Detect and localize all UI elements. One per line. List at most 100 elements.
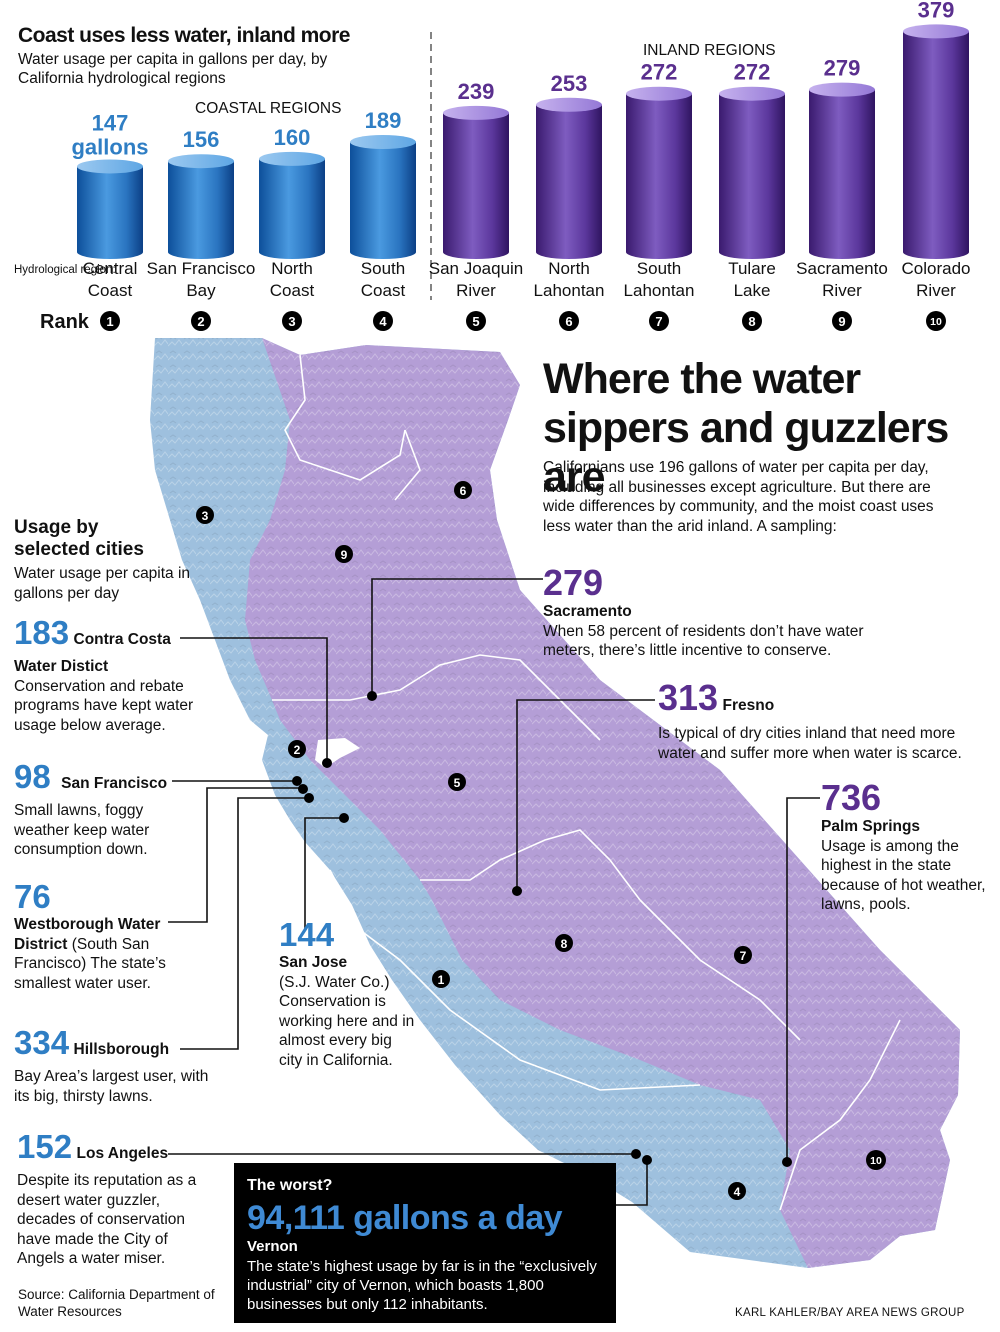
note-los-angeles: Despite its reputation as a desert water… [17,1172,197,1267]
note-contra-costa: Conservation and rebate programs have ke… [14,677,194,734]
category-label: River [456,281,496,300]
svg-text:2: 2 [294,743,301,757]
callout-los-angeles: 152 Los Angeles Despite its reputation a… [17,1130,207,1269]
category-label: San Francisco [147,259,256,278]
bar-value-label: 239 [458,79,495,104]
category-label: South [361,259,405,278]
value-sacramento: 279 [543,562,604,603]
bar-colorado-river [903,24,969,260]
region-marker-10: 10 [866,1150,886,1170]
bar-value-label: 379 [918,0,955,22]
region-marker-8: 8 [555,934,573,952]
value-fresno: 313 [658,677,719,718]
rank-label: Rank [40,311,89,333]
rank-marker [466,311,486,331]
rank-label: 10 [930,316,942,328]
worst-city: Vernon [247,1238,298,1255]
category-label: Sacramento [796,259,888,278]
bar-value-label: 272 [641,60,678,85]
inland-regions-label: INLAND REGIONS [643,42,776,59]
category-label: River [916,281,956,300]
rank-marker [926,311,946,331]
leader-contra-costa [180,637,328,760]
note-san-jose: (S.J. Water Co.) Conservation is working… [279,973,415,1069]
svg-text:8: 8 [561,937,568,951]
svg-text:6: 6 [460,484,467,498]
category-label: South [637,259,681,278]
rank-marker [832,311,852,331]
rank-marker [649,311,669,331]
leader-lines [168,578,820,1206]
region-marker-6: 6 [454,481,472,499]
bar-central-coast [77,159,143,259]
california-map: 1 2 3 4 5 6 7 8 9 10 [150,338,960,1268]
rank-label: 2 [197,314,204,329]
bar-value-label: 253 [551,71,588,96]
bar-north-lahontan [536,97,602,259]
svg-text:4: 4 [734,1185,741,1199]
category-label: San Joaquin [429,259,524,278]
dot-hillsborough [304,793,314,803]
bar-value-label: 272 [734,60,771,85]
callout-san-jose: 144 San Jose (S.J. Water Co.) Conservati… [279,917,419,1070]
value-san-jose: 144 [279,916,335,953]
rank-label: 8 [748,314,755,329]
chart-title: Coast uses less water, inland more [18,24,350,47]
rank-marker [373,311,393,331]
region-marker-4: 4 [728,1182,746,1200]
bar-south-coast [350,135,416,259]
leader-vernon [616,1160,648,1206]
region-borders [272,354,901,1211]
worst-note: The state’s highest usage by far is in t… [247,1258,597,1313]
callout-san-francisco: 98 San Francisco Small lawns, foggy weat… [14,760,179,860]
worst-question: The worst? [247,1177,333,1194]
note-san-francisco: Small lawns, foggy weather keep water co… [14,802,150,858]
dot-contra-costa [322,758,332,768]
name-contra-costa-1: Contra Costa [73,631,171,648]
rank-marker [191,311,211,331]
leader-palm-springs [786,797,820,1160]
bar-san-joaquin-river [443,105,509,259]
svg-text:1: 1 [438,973,445,987]
dot-palm-springs [782,1157,792,1167]
category-label: Coast [361,281,406,300]
rank-label: 7 [655,314,662,329]
rank-label: 3 [288,314,295,329]
chart-subtitle: Water usage per capita in gallons per da… [18,51,328,87]
region-marker-9: 9 [335,545,353,563]
value-contra-costa: 183 [14,614,70,651]
category-label: Lahontan [624,281,695,300]
svg-text:3: 3 [202,509,209,523]
region-markers: 1 2 3 4 5 6 7 8 9 10 [196,481,886,1200]
leader-westborough [168,787,302,923]
bar-value-label: 147 [92,110,129,135]
region-marker-3: 3 [196,506,214,524]
region-marker-2: 2 [288,740,306,758]
category-label: Tulare [728,259,776,278]
bar-unit-label: gallons [71,134,148,159]
dot-san-jose [339,813,349,823]
bar-north-coast [259,151,325,259]
note-westborough: (South San Francisco) The state’s smalle… [14,935,166,992]
category-label: Central [83,259,138,278]
note-hillsborough: Bay Area’s largest user, with its big, t… [14,1068,209,1105]
worst-value: 94,111 gallons a day [247,1199,563,1237]
category-label: Bay [186,281,216,300]
note-fresno: Is typical of dry cities inland that nee… [658,725,962,762]
cities-subheading: Water usage per capita in gallons per da… [14,565,191,602]
dot-san-francisco [292,776,302,786]
rank-label: 6 [565,314,572,329]
region-marker-7: 7 [734,946,752,964]
leader-fresno [516,699,655,888]
name-san-jose: San Jose [279,954,348,971]
bar-value-label: 189 [365,108,402,133]
name-palm-springs: Palm Springs [821,818,921,835]
name-westborough: Westborough Water District [14,916,161,953]
rank-label: 4 [379,314,387,329]
value-los-angeles: 152 [17,1128,73,1165]
bar-san-francisco-bay [168,154,234,259]
bar-value-label: 279 [824,56,861,81]
dot-los-angeles [631,1149,641,1159]
dot-westborough [298,784,308,794]
name-fresno: Fresno [722,697,775,714]
